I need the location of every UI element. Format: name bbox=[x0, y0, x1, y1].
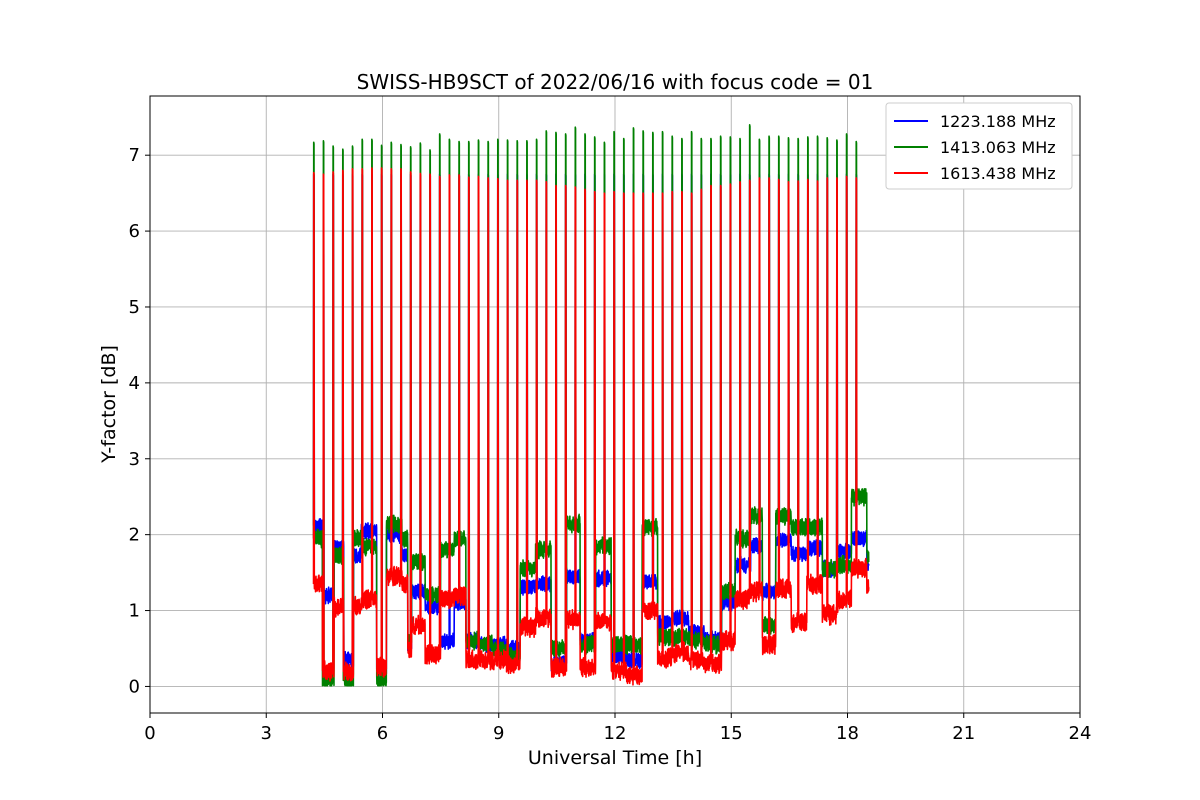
x-axis-label: Universal Time [h] bbox=[528, 747, 702, 769]
y-tick-label: 3 bbox=[129, 449, 140, 470]
legend-label: 1223.188 MHz bbox=[940, 112, 1056, 131]
x-tick-label: 0 bbox=[144, 723, 155, 744]
legend-label: 1613.438 MHz bbox=[940, 164, 1056, 183]
x-tick-label: 15 bbox=[720, 723, 743, 744]
legend-box bbox=[885, 102, 1073, 190]
y-tick-label: 2 bbox=[129, 525, 140, 546]
series-line-2 bbox=[312, 167, 870, 686]
x-tick-label: 24 bbox=[1069, 723, 1092, 744]
series-line-1 bbox=[312, 124, 870, 687]
y-tick-label: 0 bbox=[129, 676, 140, 697]
y-tick-label: 1 bbox=[129, 601, 140, 622]
y-tick-label: 7 bbox=[129, 145, 140, 166]
x-tick-label: 21 bbox=[952, 723, 975, 744]
series-lines bbox=[312, 124, 870, 687]
legend-label: 1413.063 MHz bbox=[940, 138, 1056, 157]
chart-title: SWISS-HB9SCT of 2022/06/16 with focus co… bbox=[357, 70, 874, 94]
x-tick-label: 18 bbox=[836, 723, 859, 744]
x-tick-label: 3 bbox=[261, 723, 272, 744]
y-tick-label: 6 bbox=[129, 221, 140, 242]
x-tick-label: 9 bbox=[493, 723, 504, 744]
y-tick-label: 4 bbox=[129, 373, 140, 394]
y-axis-label: Y-factor [dB] bbox=[98, 345, 120, 464]
series-line-0 bbox=[312, 173, 870, 677]
x-tick-label: 12 bbox=[604, 723, 627, 744]
x-tick-label: 6 bbox=[377, 723, 388, 744]
y-tick-label: 5 bbox=[129, 297, 140, 318]
legend: 1223.188 MHz 1413.063 MHz 1613.438 MHz bbox=[885, 102, 1073, 190]
